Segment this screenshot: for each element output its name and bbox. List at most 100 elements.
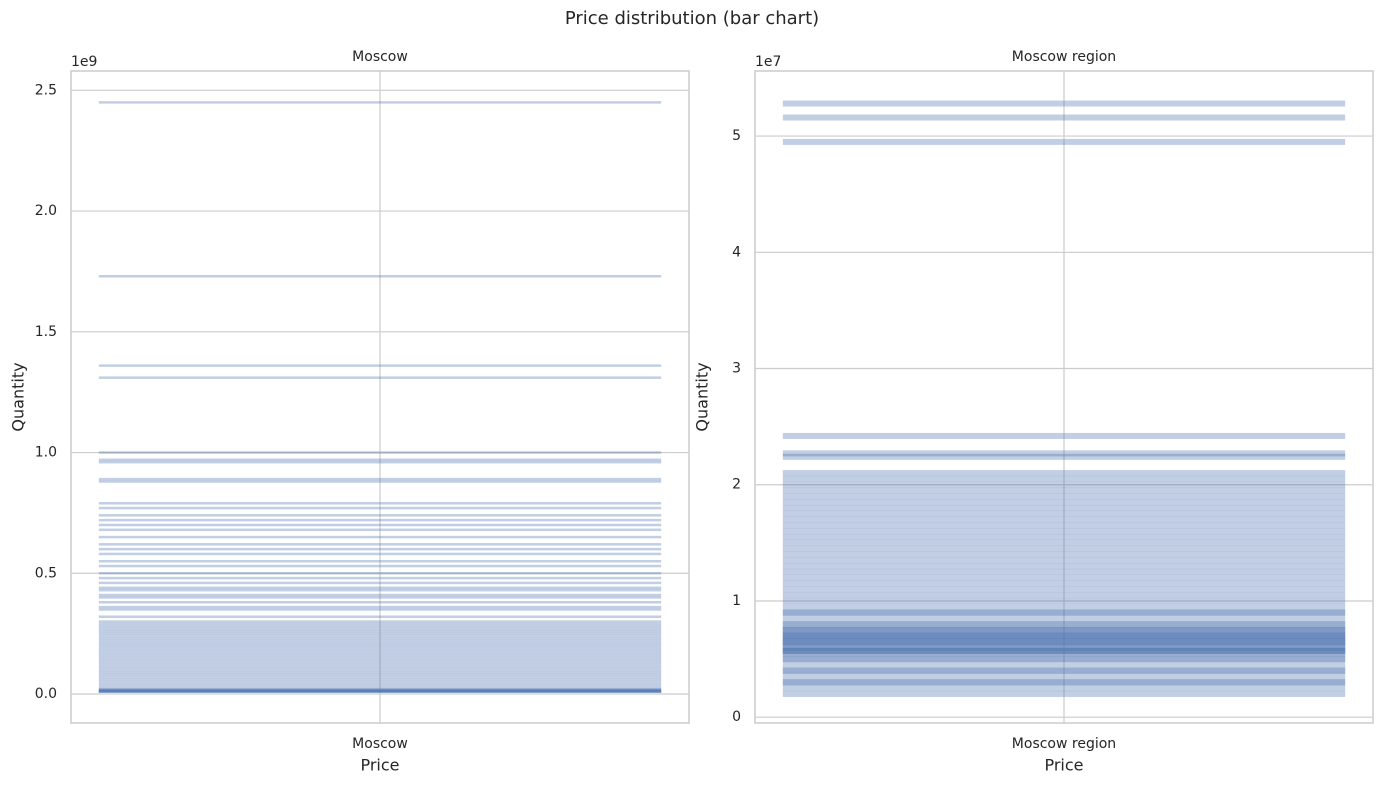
bar bbox=[782, 493, 1346, 500]
bar bbox=[98, 514, 662, 517]
bar bbox=[782, 481, 1346, 488]
y-tick-label: 1 bbox=[732, 593, 741, 609]
bar bbox=[782, 644, 1346, 651]
bar bbox=[98, 690, 662, 693]
x-tick-label: Moscow region bbox=[1012, 736, 1116, 752]
bar bbox=[782, 528, 1346, 535]
bar bbox=[98, 547, 662, 551]
bar bbox=[782, 568, 1346, 575]
bar bbox=[782, 551, 1346, 558]
bar bbox=[98, 608, 662, 611]
bar bbox=[782, 679, 1346, 686]
bar bbox=[782, 638, 1346, 645]
y-tick-label: 1.5 bbox=[35, 324, 57, 340]
bar bbox=[98, 593, 662, 597]
y-tick-label: 2 bbox=[732, 477, 741, 493]
bar bbox=[98, 460, 662, 464]
subplot-title: Moscow bbox=[352, 49, 408, 65]
bar bbox=[98, 646, 662, 650]
bar bbox=[98, 629, 662, 633]
bar bbox=[98, 564, 662, 568]
bar bbox=[98, 627, 662, 631]
bar bbox=[782, 609, 1346, 616]
bar bbox=[782, 114, 1346, 121]
bar bbox=[98, 661, 662, 664]
bar bbox=[98, 673, 662, 676]
y-tick-label: 5 bbox=[732, 128, 741, 144]
bar bbox=[782, 632, 1346, 639]
bar bbox=[782, 522, 1346, 529]
x-axis-label: Price bbox=[1044, 756, 1083, 775]
bar bbox=[98, 615, 662, 618]
bar bbox=[98, 572, 662, 575]
bar bbox=[782, 586, 1346, 593]
bar bbox=[98, 586, 662, 590]
bar bbox=[98, 685, 662, 689]
bar bbox=[98, 690, 662, 693]
bar bbox=[782, 621, 1346, 628]
bar bbox=[98, 523, 662, 527]
offset-label: 1e9 bbox=[71, 54, 97, 70]
bar bbox=[98, 596, 662, 599]
bar bbox=[782, 432, 1346, 439]
bar bbox=[782, 563, 1346, 570]
bar bbox=[98, 477, 662, 481]
figure-title: Price distribution (bar chart) bbox=[565, 8, 819, 29]
bar bbox=[98, 689, 662, 692]
bar bbox=[782, 499, 1346, 506]
bar bbox=[98, 528, 662, 532]
bar bbox=[98, 601, 662, 604]
bar bbox=[782, 638, 1346, 645]
bar bbox=[782, 470, 1346, 477]
bar bbox=[782, 580, 1346, 587]
bar bbox=[782, 597, 1346, 604]
offset-label: 1e7 bbox=[755, 54, 781, 70]
bar bbox=[782, 534, 1346, 541]
bar bbox=[98, 680, 662, 684]
bar bbox=[782, 656, 1346, 663]
bar bbox=[782, 632, 1346, 639]
subplot-title: Moscow region bbox=[1012, 49, 1116, 65]
bar bbox=[782, 450, 1346, 457]
bar bbox=[98, 689, 662, 693]
bar bbox=[782, 603, 1346, 610]
bar bbox=[782, 627, 1346, 634]
bar bbox=[98, 663, 662, 667]
bar bbox=[98, 668, 662, 672]
bar bbox=[98, 642, 662, 645]
bar bbox=[98, 559, 662, 563]
bar bbox=[782, 690, 1346, 697]
x-tick-label: Moscow bbox=[352, 736, 408, 752]
bar bbox=[98, 666, 662, 669]
bar bbox=[98, 622, 662, 626]
bar bbox=[98, 637, 662, 640]
bar bbox=[782, 673, 1346, 680]
bar bbox=[782, 504, 1346, 511]
bar bbox=[98, 671, 662, 674]
bar bbox=[98, 543, 662, 546]
bar bbox=[782, 632, 1346, 639]
bar bbox=[782, 638, 1346, 645]
y-tick-label: 3 bbox=[732, 361, 741, 377]
bar bbox=[98, 687, 662, 691]
bar bbox=[98, 644, 662, 647]
bar bbox=[98, 683, 662, 686]
x-axis-label: Price bbox=[360, 756, 399, 775]
bar bbox=[98, 458, 662, 462]
bar bbox=[782, 661, 1346, 668]
bar bbox=[98, 364, 662, 367]
y-axis-label: Quantity bbox=[693, 362, 712, 431]
y-tick-label: 1.0 bbox=[35, 445, 57, 461]
bar bbox=[98, 654, 662, 657]
bar bbox=[98, 687, 662, 691]
bar bbox=[782, 647, 1346, 654]
bar bbox=[782, 667, 1346, 674]
bar bbox=[98, 658, 662, 662]
axes-frame bbox=[70, 70, 690, 724]
bar bbox=[98, 678, 662, 681]
y-tick-label: 0.5 bbox=[35, 565, 57, 581]
bar bbox=[782, 627, 1346, 634]
bar bbox=[782, 453, 1346, 460]
